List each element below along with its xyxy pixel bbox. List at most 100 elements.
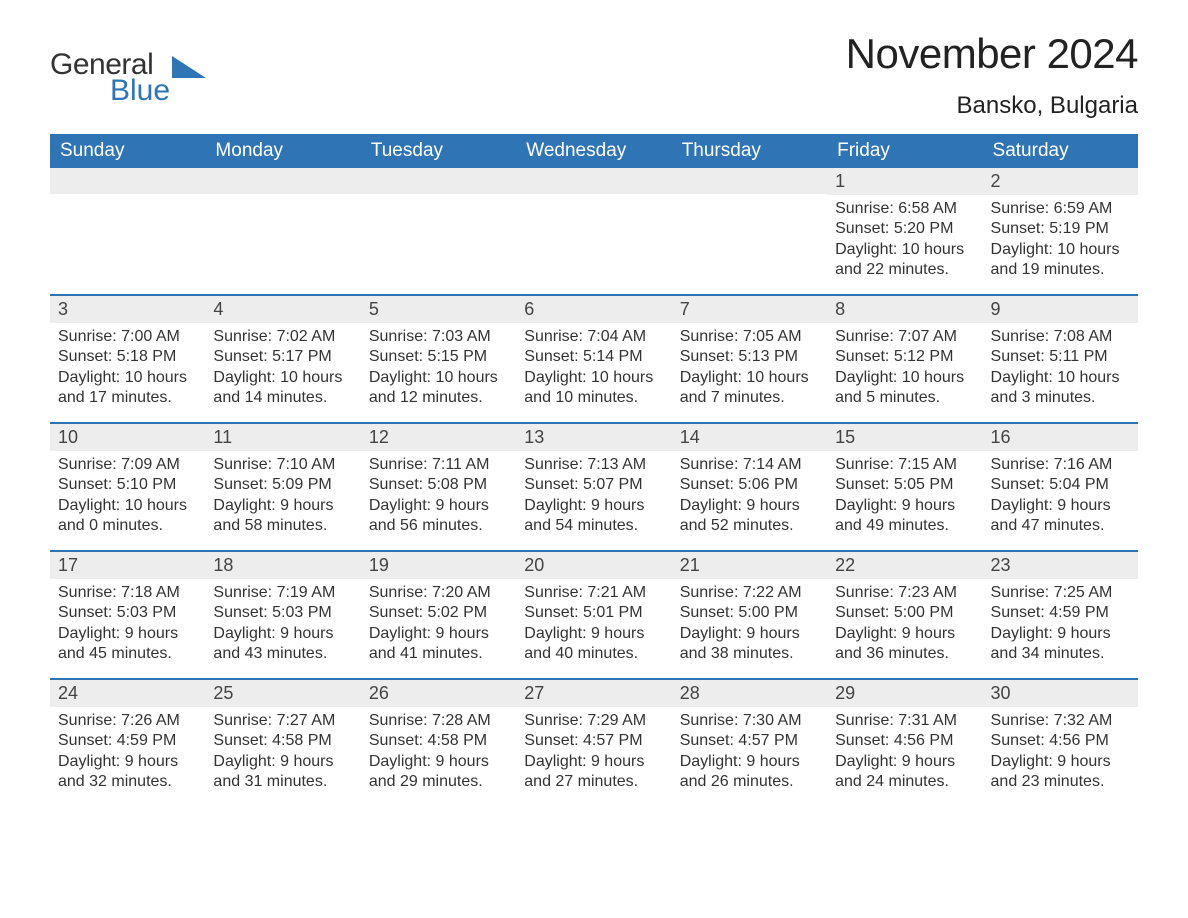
day-cell xyxy=(516,168,671,294)
week-row: 10Sunrise: 7:09 AMSunset: 5:10 PMDayligh… xyxy=(50,422,1138,550)
sunrise: Sunrise: 7:19 AM xyxy=(213,583,352,603)
daylight-line2: and 22 minutes. xyxy=(835,260,974,280)
daylight-line1: Daylight: 9 hours xyxy=(835,752,974,772)
day-details: Sunrise: 7:15 AMSunset: 5:05 PMDaylight:… xyxy=(827,451,982,547)
day-number: 10 xyxy=(50,424,205,451)
sunrise: Sunrise: 7:14 AM xyxy=(680,455,819,475)
day-details: Sunrise: 7:14 AMSunset: 5:06 PMDaylight:… xyxy=(672,451,827,547)
daylight-line1: Daylight: 9 hours xyxy=(213,624,352,644)
day-details: Sunrise: 7:23 AMSunset: 5:00 PMDaylight:… xyxy=(827,579,982,675)
sunset: Sunset: 5:15 PM xyxy=(369,347,508,367)
day-details: Sunrise: 7:31 AMSunset: 4:56 PMDaylight:… xyxy=(827,707,982,803)
day-details: Sunrise: 7:27 AMSunset: 4:58 PMDaylight:… xyxy=(205,707,360,803)
day-details: Sunrise: 7:19 AMSunset: 5:03 PMDaylight:… xyxy=(205,579,360,675)
sunset: Sunset: 4:58 PM xyxy=(369,731,508,751)
logo-text: General Blue xyxy=(50,50,170,106)
sunrise: Sunrise: 7:29 AM xyxy=(524,711,663,731)
week-row: 24Sunrise: 7:26 AMSunset: 4:59 PMDayligh… xyxy=(50,678,1138,806)
day-cell: 28Sunrise: 7:30 AMSunset: 4:57 PMDayligh… xyxy=(672,680,827,806)
day-cell: 25Sunrise: 7:27 AMSunset: 4:58 PMDayligh… xyxy=(205,680,360,806)
day-cell: 6Sunrise: 7:04 AMSunset: 5:14 PMDaylight… xyxy=(516,296,671,422)
sunrise: Sunrise: 7:26 AM xyxy=(58,711,197,731)
daylight-line2: and 52 minutes. xyxy=(680,516,819,536)
sunrise: Sunrise: 7:03 AM xyxy=(369,327,508,347)
daylight-line2: and 26 minutes. xyxy=(680,772,819,792)
daylight-line1: Daylight: 9 hours xyxy=(991,752,1130,772)
day-cell: 20Sunrise: 7:21 AMSunset: 5:01 PMDayligh… xyxy=(516,552,671,678)
sunset: Sunset: 4:59 PM xyxy=(58,731,197,751)
sunrise: Sunrise: 7:32 AM xyxy=(991,711,1130,731)
day-cell: 15Sunrise: 7:15 AMSunset: 5:05 PMDayligh… xyxy=(827,424,982,550)
daylight-line2: and 45 minutes. xyxy=(58,644,197,664)
sunrise: Sunrise: 7:30 AM xyxy=(680,711,819,731)
daylight-line2: and 3 minutes. xyxy=(991,388,1130,408)
day-number: 11 xyxy=(205,424,360,451)
calendar: Sunday Monday Tuesday Wednesday Thursday… xyxy=(50,134,1138,806)
day-details: Sunrise: 7:13 AMSunset: 5:07 PMDaylight:… xyxy=(516,451,671,547)
day-cell: 16Sunrise: 7:16 AMSunset: 5:04 PMDayligh… xyxy=(983,424,1138,550)
day-number: 2 xyxy=(983,168,1138,195)
sunset: Sunset: 5:03 PM xyxy=(58,603,197,623)
day-header: Friday xyxy=(827,134,982,168)
day-cell: 21Sunrise: 7:22 AMSunset: 5:00 PMDayligh… xyxy=(672,552,827,678)
day-number: 14 xyxy=(672,424,827,451)
sunset: Sunset: 5:07 PM xyxy=(524,475,663,495)
day-details: Sunrise: 7:29 AMSunset: 4:57 PMDaylight:… xyxy=(516,707,671,803)
day-details: Sunrise: 7:00 AMSunset: 5:18 PMDaylight:… xyxy=(50,323,205,419)
sunset: Sunset: 5:00 PM xyxy=(835,603,974,623)
day-details: Sunrise: 7:07 AMSunset: 5:12 PMDaylight:… xyxy=(827,323,982,419)
day-number: 29 xyxy=(827,680,982,707)
daylight-line1: Daylight: 10 hours xyxy=(991,240,1130,260)
day-number xyxy=(516,168,671,194)
sunrise: Sunrise: 7:13 AM xyxy=(524,455,663,475)
sunset: Sunset: 5:06 PM xyxy=(680,475,819,495)
day-number: 5 xyxy=(361,296,516,323)
day-header-row: Sunday Monday Tuesday Wednesday Thursday… xyxy=(50,134,1138,168)
day-number xyxy=(361,168,516,194)
day-cell: 17Sunrise: 7:18 AMSunset: 5:03 PMDayligh… xyxy=(50,552,205,678)
day-cell: 8Sunrise: 7:07 AMSunset: 5:12 PMDaylight… xyxy=(827,296,982,422)
sunset: Sunset: 5:03 PM xyxy=(213,603,352,623)
daylight-line2: and 24 minutes. xyxy=(835,772,974,792)
daylight-line2: and 32 minutes. xyxy=(58,772,197,792)
daylight-line1: Daylight: 9 hours xyxy=(58,624,197,644)
daylight-line2: and 47 minutes. xyxy=(991,516,1130,536)
sunrise: Sunrise: 7:11 AM xyxy=(369,455,508,475)
day-cell: 24Sunrise: 7:26 AMSunset: 4:59 PMDayligh… xyxy=(50,680,205,806)
day-number: 1 xyxy=(827,168,982,195)
sunset: Sunset: 5:05 PM xyxy=(835,475,974,495)
day-cell xyxy=(361,168,516,294)
sunset: Sunset: 5:11 PM xyxy=(991,347,1130,367)
sunset: Sunset: 5:08 PM xyxy=(369,475,508,495)
sunrise: Sunrise: 7:21 AM xyxy=(524,583,663,603)
day-number: 27 xyxy=(516,680,671,707)
daylight-line1: Daylight: 10 hours xyxy=(991,368,1130,388)
sunset: Sunset: 4:58 PM xyxy=(213,731,352,751)
day-number xyxy=(205,168,360,194)
day-number: 21 xyxy=(672,552,827,579)
daylight-line2: and 23 minutes. xyxy=(991,772,1130,792)
daylight-line2: and 5 minutes. xyxy=(835,388,974,408)
sunset: Sunset: 5:14 PM xyxy=(524,347,663,367)
daylight-line1: Daylight: 10 hours xyxy=(58,496,197,516)
sunset: Sunset: 5:17 PM xyxy=(213,347,352,367)
daylight-line1: Daylight: 10 hours xyxy=(524,368,663,388)
sunrise: Sunrise: 7:15 AM xyxy=(835,455,974,475)
day-details: Sunrise: 7:30 AMSunset: 4:57 PMDaylight:… xyxy=(672,707,827,803)
daylight-line2: and 31 minutes. xyxy=(213,772,352,792)
sunset: Sunset: 4:56 PM xyxy=(991,731,1130,751)
day-cell: 1Sunrise: 6:58 AMSunset: 5:20 PMDaylight… xyxy=(827,168,982,294)
daylight-line2: and 7 minutes. xyxy=(680,388,819,408)
day-details: Sunrise: 7:05 AMSunset: 5:13 PMDaylight:… xyxy=(672,323,827,419)
day-details: Sunrise: 7:28 AMSunset: 4:58 PMDaylight:… xyxy=(361,707,516,803)
sunset: Sunset: 5:01 PM xyxy=(524,603,663,623)
day-cell: 27Sunrise: 7:29 AMSunset: 4:57 PMDayligh… xyxy=(516,680,671,806)
daylight-line2: and 41 minutes. xyxy=(369,644,508,664)
location-label: Bansko, Bulgaria xyxy=(846,92,1138,120)
sunrise: Sunrise: 7:16 AM xyxy=(991,455,1130,475)
daylight-line2: and 14 minutes. xyxy=(213,388,352,408)
sunset: Sunset: 5:12 PM xyxy=(835,347,974,367)
daylight-line2: and 38 minutes. xyxy=(680,644,819,664)
day-details: Sunrise: 7:11 AMSunset: 5:08 PMDaylight:… xyxy=(361,451,516,547)
daylight-line2: and 54 minutes. xyxy=(524,516,663,536)
